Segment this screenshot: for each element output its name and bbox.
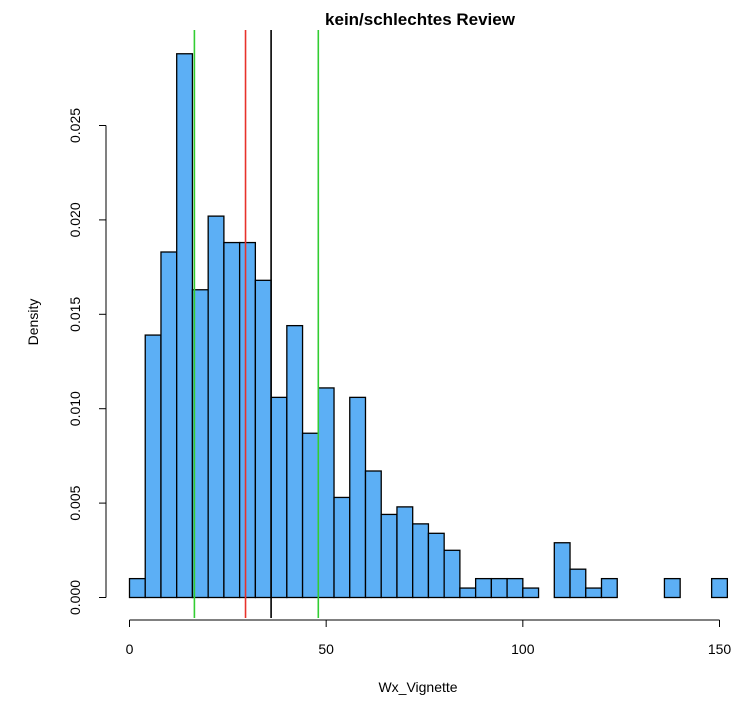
histogram-bar [333,496,351,599]
histogram-bar [207,215,225,599]
y-tick-label: 0.010 [67,391,83,426]
x-axis: 0 50 100 150 [126,619,732,657]
histogram-bar [286,324,304,599]
histogram-bar [128,577,146,599]
histogram-bar [663,577,681,599]
histogram-bar [600,577,618,599]
histogram-bar [585,587,603,599]
histogram-bar [254,279,272,599]
histogram-bar [270,396,288,599]
histogram-bar [396,506,414,599]
y-tick-label: 0.020 [67,202,83,237]
y-axis: 0.000 0.005 0.010 0.015 0.020 0.025 [67,108,107,615]
x-tick-label: 150 [708,641,732,657]
reference-lines [193,30,320,618]
histogram-bar [459,587,477,599]
x-tick-label: 50 [318,641,334,657]
chart-title: kein/schlechtes Review [325,10,516,29]
x-tick-label: 100 [511,641,535,657]
histogram-bar [160,251,178,599]
histogram-bar [490,577,508,599]
histogram-bar [443,549,461,599]
histogram-bar [474,577,493,599]
histogram-bar [223,241,241,599]
histogram-bar [427,532,445,599]
x-axis-label: Wx_Vignette [378,679,457,695]
histogram-bar [569,568,587,599]
histogram-bar [364,470,382,599]
x-tick-label: 0 [126,641,134,657]
histogram-bar [506,577,524,599]
histogram-bar [553,542,571,599]
y-tick-label: 0.000 [67,580,83,615]
histogram-bar [238,241,257,599]
histogram-bar [176,53,194,599]
histogram-bars [128,53,729,599]
y-tick-label: 0.025 [67,108,83,143]
y-tick-label: 0.005 [67,485,83,520]
histogram-bar [522,587,540,599]
histogram-bar [710,577,729,599]
histogram-bar [380,513,398,599]
histogram-bar [301,432,319,599]
histogram-bar [317,387,335,599]
histogram-bar [412,523,430,599]
y-tick-label: 0.015 [67,297,83,332]
histogram-bar [349,396,367,599]
y-axis-label: Density [25,299,41,346]
histogram-bar [144,334,162,599]
